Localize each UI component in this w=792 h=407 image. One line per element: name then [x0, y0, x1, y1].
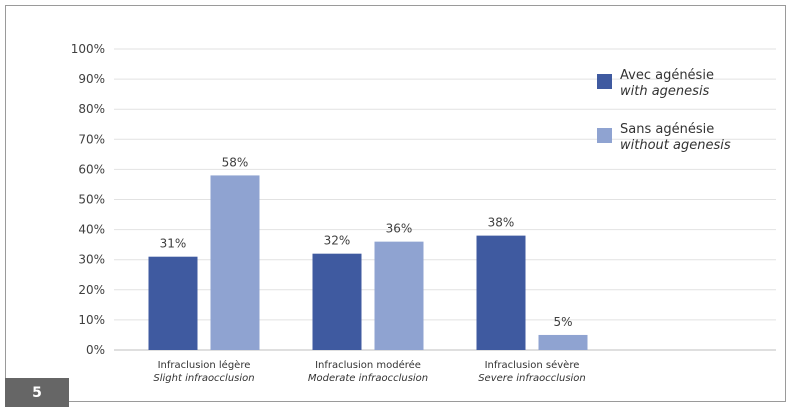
bar [374, 241, 424, 350]
x-tick-label: Infraclusion légère [158, 359, 251, 371]
x-tick-label-en: Moderate infraocclusion [308, 373, 428, 384]
legend-swatch [597, 74, 612, 89]
x-tick-label: Infraclusion modérée [315, 359, 421, 371]
x-axis-ticks: Infraclusion légère Slight infraocclusion… [153, 359, 585, 384]
data-label: 32% [324, 234, 351, 248]
x-tick-label: Infraclusion sévère [485, 359, 580, 371]
data-label: 38% [488, 216, 515, 230]
y-tick-label: 50% [78, 193, 105, 207]
data-labels: 31% 58% 32% 36% 38% 5% [160, 155, 573, 329]
bar [476, 235, 526, 350]
x-tick-label-en: Slight infraocclusion [153, 373, 254, 384]
data-label: 31% [160, 237, 187, 251]
y-tick-label: 30% [78, 253, 105, 267]
legend-label: Sans agénésie [620, 122, 714, 137]
figure-number-badge: 5 [5, 378, 69, 407]
data-label: 58% [222, 155, 249, 169]
legend-label: Avec agénésie [620, 68, 714, 83]
data-label: 5% [553, 315, 572, 329]
bar [538, 334, 588, 350]
legend-label-en: with agenesis [620, 84, 710, 99]
legend-swatch [597, 128, 612, 143]
bar [210, 175, 260, 350]
bars [148, 175, 588, 350]
chart-figure: 0% 10% 20% 30% 40% 50% 60% 70% 80% 90% 100% 31% 58%… [5, 5, 786, 402]
data-label: 36% [386, 222, 413, 236]
y-tick-label: 0% [86, 343, 105, 357]
y-tick-label: 90% [78, 72, 105, 86]
bar-chart: 0% 10% 20% 30% 40% 50% 60% 70% 80% 90% 100% 31% 58%… [71, 42, 776, 384]
y-tick-label: 80% [78, 102, 105, 116]
y-tick-label: 10% [78, 313, 105, 327]
y-tick-label: 70% [78, 132, 105, 146]
y-tick-label: 100% [71, 42, 105, 56]
y-axis-ticks: 0% 10% 20% 30% 40% 50% 60% 70% 80% 90% 100% [71, 42, 105, 357]
bar [312, 253, 362, 350]
y-tick-label: 40% [78, 223, 105, 237]
y-tick-label: 60% [78, 162, 105, 176]
y-tick-label: 20% [78, 283, 105, 297]
legend-label-en: without agenesis [620, 138, 731, 153]
x-tick-label-en: Severe infraocclusion [478, 373, 586, 384]
bar [148, 256, 198, 350]
